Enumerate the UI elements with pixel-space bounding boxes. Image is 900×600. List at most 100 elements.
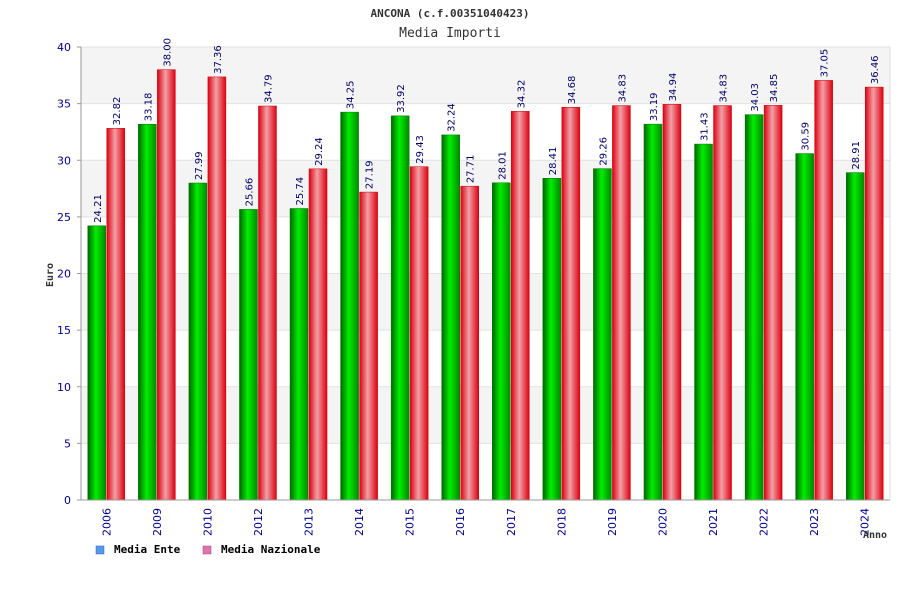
value-label: 37.36 (213, 45, 224, 74)
x-tick-label: 2006 (100, 508, 113, 536)
bar-media-ente (188, 182, 208, 501)
legend-label-media-nazionale: Media Nazionale (221, 543, 321, 556)
x-tick-label: 2022 (758, 508, 771, 536)
x-tick-label: 2021 (707, 508, 720, 536)
bar-media-nazionale (359, 191, 378, 501)
value-label: 34.03 (750, 83, 761, 112)
value-label: 30.59 (801, 122, 812, 151)
y-tick-label: 15 (57, 324, 71, 337)
bar-media-ente (593, 168, 612, 501)
bar-media-nazionale (713, 105, 732, 501)
value-label: 25.74 (295, 177, 306, 206)
value-label: 28.91 (851, 141, 862, 170)
x-tick-labels: 2006 2009 2010 2012 2013 2014 2015 2016 2017 2018… (100, 508, 871, 536)
chart-subtitle: Media Importi (399, 26, 501, 41)
x-tick-label: 2012 (252, 508, 265, 536)
bar-media-nazionale (662, 104, 682, 501)
value-labels-group: 24.21 32.82 33.18 38.00 27.99 37.36 25.66 34.79… (93, 38, 881, 223)
value-label: 31.43 (700, 112, 711, 141)
bar-media-ente (643, 123, 663, 501)
legend-item-media-nazionale: Media Nazionale (202, 543, 321, 556)
value-label: 32.24 (447, 103, 458, 132)
y-tick-labels: 0 5 10 15 20 25 30 35 40 (57, 41, 71, 507)
bar-media-nazionale (763, 105, 783, 501)
bar-media-ente (795, 153, 814, 501)
x-tick-label: 2017 (505, 508, 518, 536)
value-label: 34.94 (668, 73, 679, 102)
chart-title: ANCONA (c.f.00351040423) (371, 7, 530, 20)
x-tick-label: 2010 (201, 508, 214, 536)
value-label: 34.85 (769, 74, 780, 103)
axes-group (77, 46, 891, 501)
value-label: 34.79 (263, 74, 274, 103)
x-tick-label: 2023 (808, 508, 821, 536)
value-label: 33.18 (143, 93, 154, 122)
value-label: 29.24 (314, 137, 325, 166)
legend-label-media-ente: Media Ente (114, 543, 181, 556)
value-label: 27.71 (466, 155, 477, 184)
x-tick-label: 2015 (404, 508, 417, 536)
legend-item-media-ente: Media Ente (95, 543, 181, 556)
bar-media-ente (87, 225, 107, 501)
bar-media-nazionale (207, 76, 227, 501)
bar-media-ente (845, 172, 865, 501)
bar-media-ente (441, 134, 460, 501)
bar-media-ente (390, 115, 410, 501)
bars-group (87, 69, 884, 501)
value-label: 29.43 (415, 135, 426, 164)
y-tick-label: 25 (57, 211, 71, 224)
value-label: 34.68 (567, 76, 578, 105)
y-tick-label: 5 (64, 437, 71, 450)
bar-media-ente (138, 123, 157, 501)
y-tick-label: 40 (57, 41, 71, 54)
y-tick-label: 0 (64, 494, 71, 507)
bar-media-ente (340, 111, 359, 501)
bar-media-nazionale (460, 185, 479, 501)
x-tick-label: 2014 (353, 508, 366, 536)
bar-media-nazionale (814, 80, 833, 501)
value-label: 34.83 (719, 74, 730, 103)
x-tick-label: 2024 (859, 508, 872, 536)
value-label: 27.19 (365, 160, 376, 189)
y-tick-label: 10 (57, 381, 71, 394)
value-label: 34.25 (346, 80, 357, 109)
x-tick-label: 2013 (303, 508, 316, 536)
value-label: 36.46 (870, 55, 881, 84)
x-tick-label: 2016 (454, 508, 467, 536)
bar-media-nazionale (561, 106, 581, 501)
bar-media-ente (694, 143, 713, 501)
value-label: 28.41 (548, 147, 559, 176)
x-tick-label: 2019 (606, 508, 619, 536)
value-label: 24.21 (93, 194, 104, 223)
value-label: 25.66 (244, 178, 255, 207)
bar-media-ente (492, 182, 511, 501)
bar-media-nazionale (612, 105, 631, 501)
y-axis-label: Euro (45, 263, 56, 287)
bar-media-nazionale (308, 168, 328, 501)
bar-media-ente (239, 209, 258, 501)
x-tick-label: 2009 (151, 508, 164, 536)
legend-swatch-media-ente (95, 545, 105, 555)
value-label: 37.05 (820, 49, 831, 78)
value-label: 29.26 (598, 137, 609, 166)
value-label: 38.00 (162, 38, 173, 67)
bar-media-nazionale (258, 105, 277, 501)
bar-media-nazionale (409, 166, 429, 501)
x-axis-label: Anno (863, 530, 887, 541)
value-label: 33.19 (649, 92, 660, 121)
bar-media-nazionale (864, 86, 884, 501)
bar-media-nazionale (511, 111, 530, 501)
y-tick-label: 35 (57, 98, 71, 111)
bar-media-ente (289, 208, 309, 501)
bar-media-ente (542, 178, 562, 501)
x-tick-label: 2020 (656, 508, 669, 536)
bar-media-ente (744, 114, 764, 501)
value-label: 28.01 (497, 151, 508, 180)
x-tick-label: 2018 (555, 508, 568, 536)
y-tick-label: 20 (57, 268, 71, 281)
value-label: 34.83 (617, 74, 628, 103)
bar-media-nazionale (106, 128, 126, 501)
value-label: 27.99 (194, 151, 205, 180)
value-label: 34.32 (516, 80, 527, 109)
